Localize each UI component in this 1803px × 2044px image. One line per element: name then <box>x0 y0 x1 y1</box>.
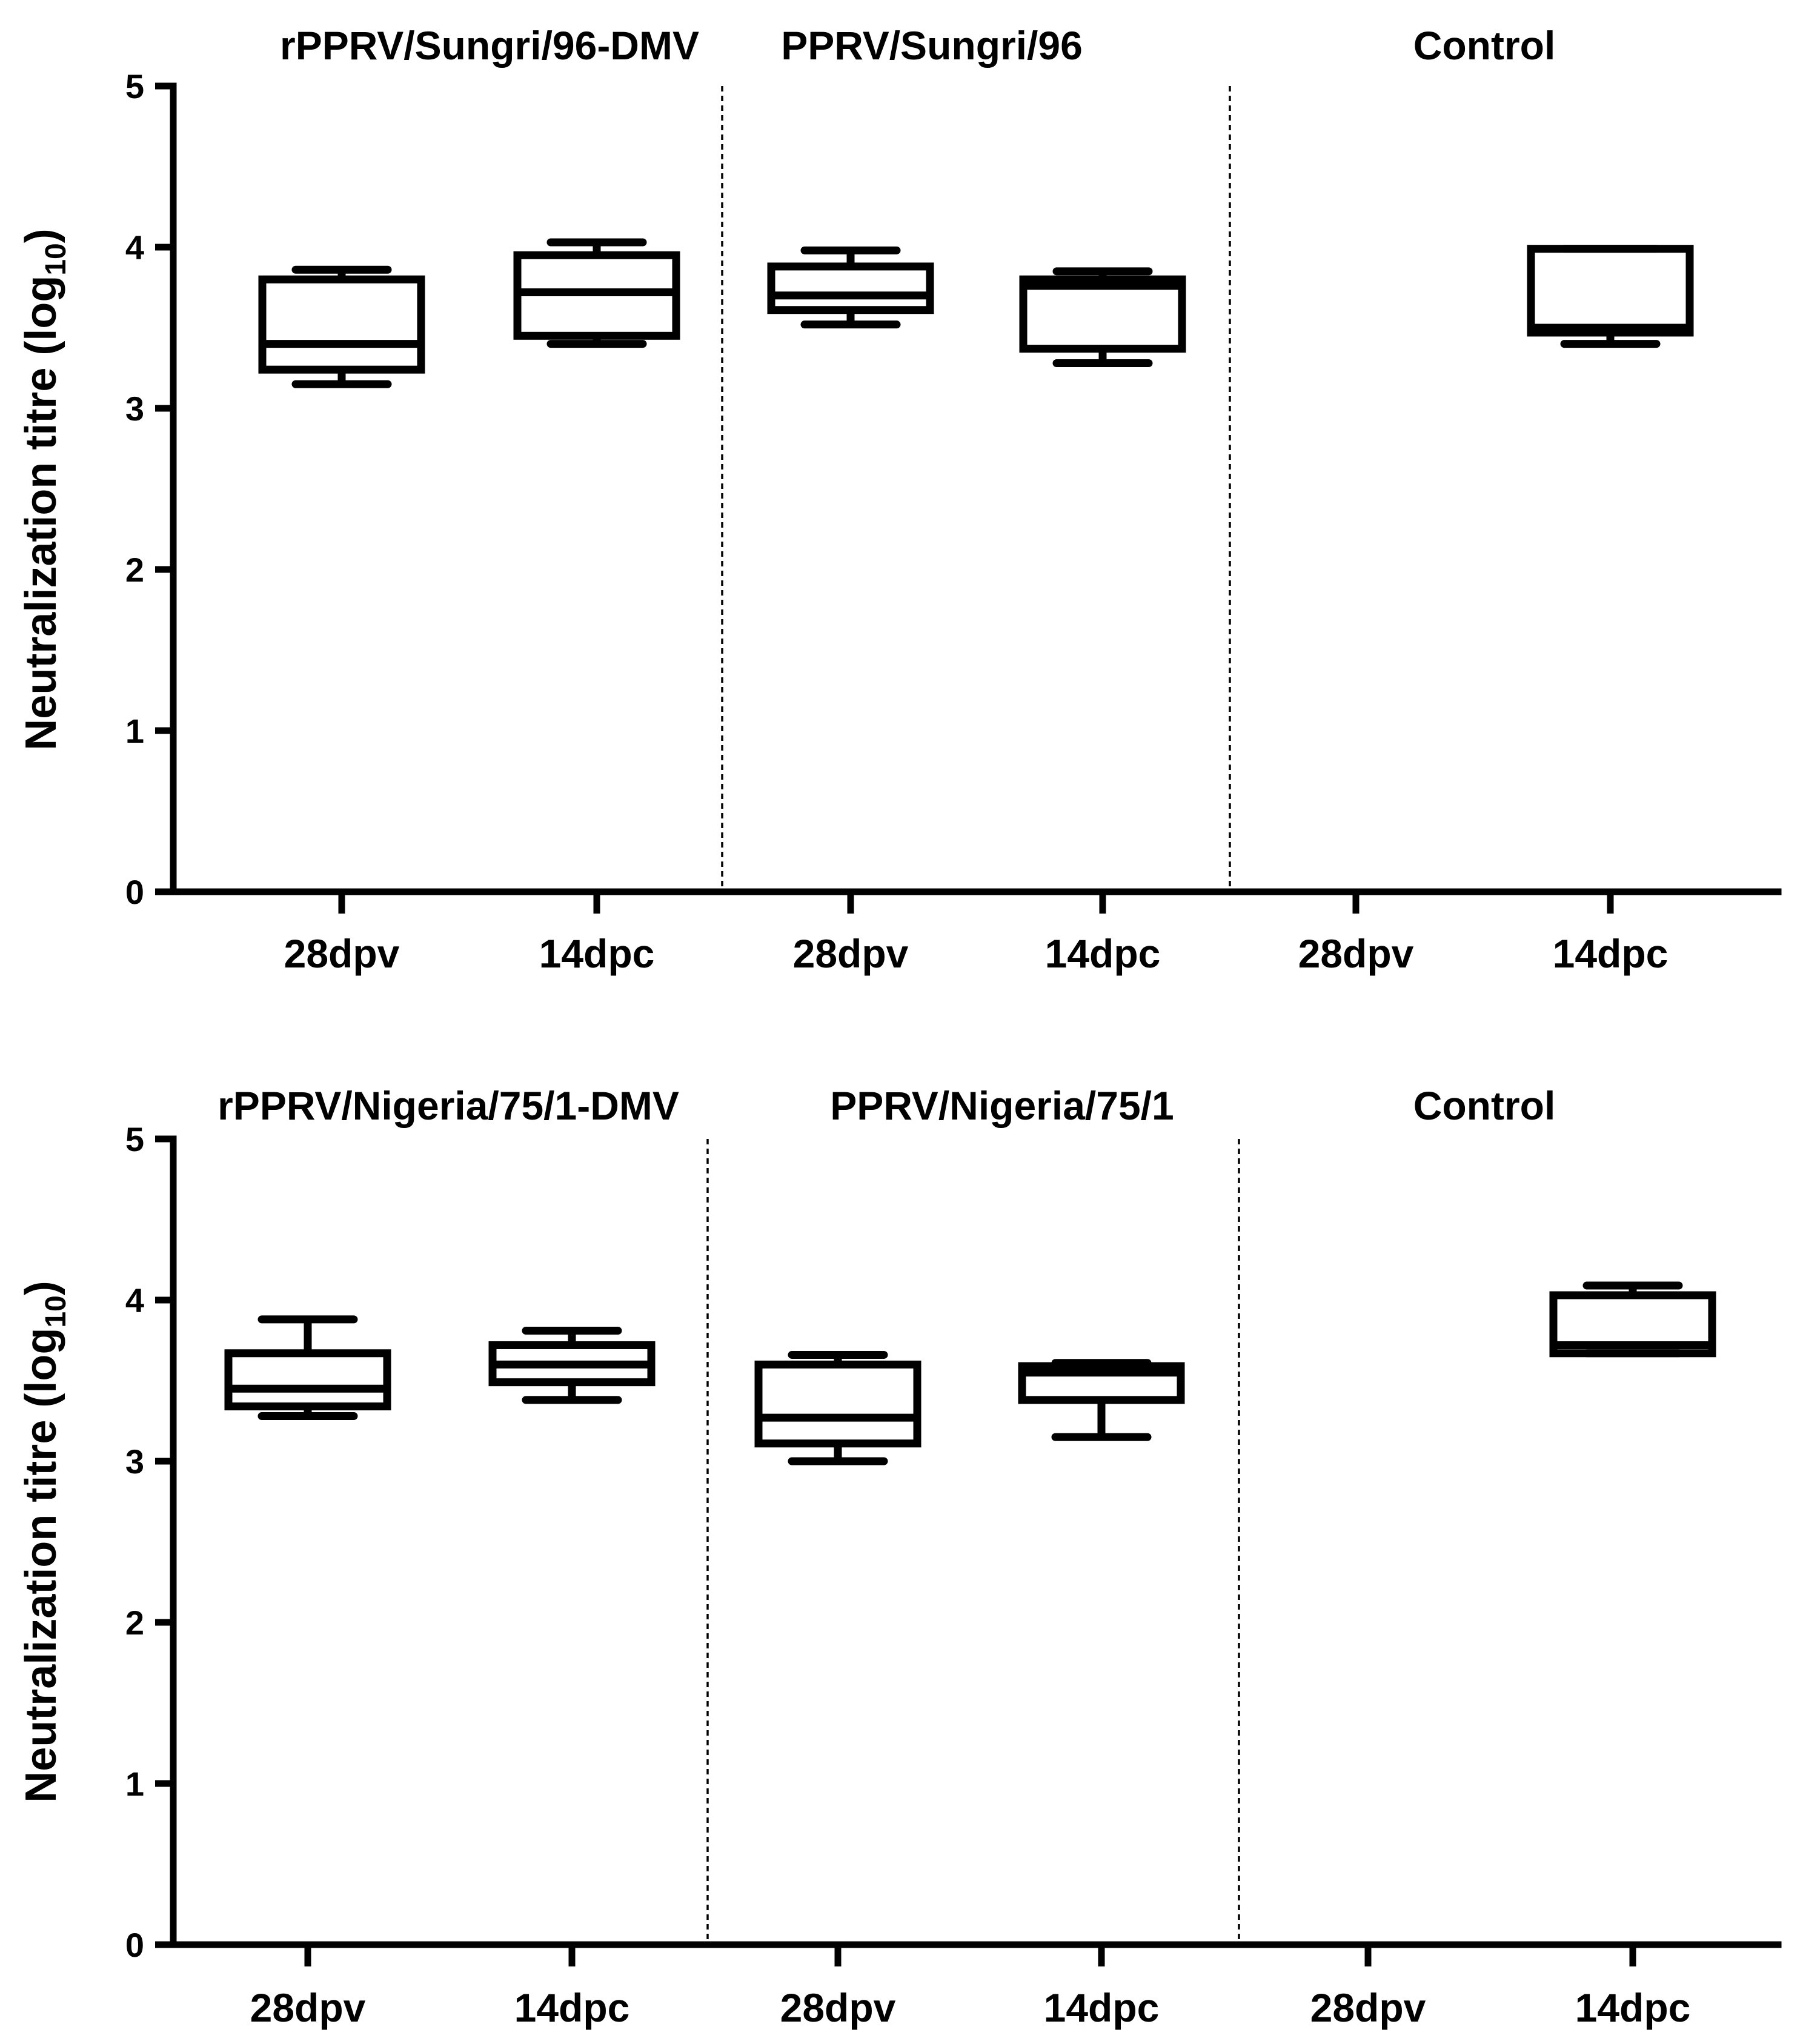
iqr-box <box>258 275 425 374</box>
x-tick-label: 14dpc <box>539 931 655 976</box>
y-tick-label: 5 <box>125 67 144 105</box>
y-tick-label: 0 <box>125 1926 144 1964</box>
x-tick-label: 14dpc <box>514 1985 630 2030</box>
x-tick-label: 14dpc <box>1044 1985 1160 2030</box>
y-axis-label-subscript: 10 <box>40 243 72 275</box>
y-tick-label: 3 <box>125 1442 144 1481</box>
box-plot <box>488 1327 656 1404</box>
y-axis-label: Neutralization titre (log10) <box>17 228 72 750</box>
y-tick-label: 3 <box>125 390 144 428</box>
x-tick-label: 28dpv <box>793 931 909 976</box>
group-label: Control <box>1413 23 1556 68</box>
y-tick-label: 0 <box>125 873 144 911</box>
group-label: PPRV/Sungri/96 <box>781 23 1083 68</box>
group-label: rPPRV/Sungri/96-DMV <box>280 23 699 68</box>
iqr-box <box>224 1349 391 1411</box>
x-tick-label: 14dpc <box>1045 931 1161 976</box>
group-label: Control <box>1413 1083 1556 1128</box>
iqr-box <box>1549 1291 1716 1358</box>
y-axis-label-main: Neutralization titre (log <box>17 276 65 751</box>
x-tick-label: 28dpv <box>284 931 400 976</box>
y-tick-label: 1 <box>125 712 144 750</box>
box-plot <box>754 1350 921 1465</box>
box-plot <box>1019 267 1186 368</box>
group-label: rPPRV/Nigeria/75/1-DMV <box>217 1083 679 1128</box>
x-tick-label: 28dpv <box>1310 1985 1426 2030</box>
x-tick-label: 28dpv <box>1298 931 1414 976</box>
y-tick-label: 5 <box>125 1120 144 1158</box>
y-axis-label-close: ) <box>17 228 65 243</box>
y-tick-label: 4 <box>125 1281 144 1319</box>
x-tick-label: 28dpv <box>250 1985 366 2030</box>
x-tick-label: 28dpv <box>780 1985 896 2030</box>
chart-panel-2: 0 1 2 3 4 5 Neutralization titre (log10) rPPRV/… <box>17 1083 1782 2030</box>
y-tick-label: 2 <box>125 1604 144 1642</box>
y-axis-label-subscript: 10 <box>40 1295 72 1327</box>
y-axis-label: Neutralization titre (log10) <box>17 1281 72 1802</box>
iqr-box <box>1018 1362 1185 1404</box>
box-plot <box>224 1315 391 1421</box>
box-plot <box>1549 1281 1716 1358</box>
y-tick-label: 2 <box>125 551 144 589</box>
x-tick-label: 14dpc <box>1575 1985 1691 2030</box>
box-plot <box>1527 245 1694 348</box>
iqr-box <box>767 262 934 314</box>
chart-panel-1: 0 1 2 3 4 5 Neutralization titre (log10) rPPRV/… <box>17 23 1782 976</box>
y-tick-label: 4 <box>125 228 144 267</box>
group-label: PPRV/Nigeria/75/1 <box>830 1083 1174 1128</box>
y-axis-label-close: ) <box>17 1281 65 1295</box>
iqr-box <box>754 1360 921 1448</box>
iqr-box <box>1019 275 1186 353</box>
box-plot <box>513 238 680 348</box>
y-tick-label: 1 <box>125 1765 144 1803</box>
box-plot <box>258 265 425 388</box>
iqr-box <box>1527 245 1694 337</box>
box-plot <box>767 246 934 329</box>
box-plot <box>1018 1359 1185 1441</box>
y-axis-label-main: Neutralization titre (log <box>17 1328 65 1803</box>
x-tick-label: 14dpc <box>1553 931 1669 976</box>
